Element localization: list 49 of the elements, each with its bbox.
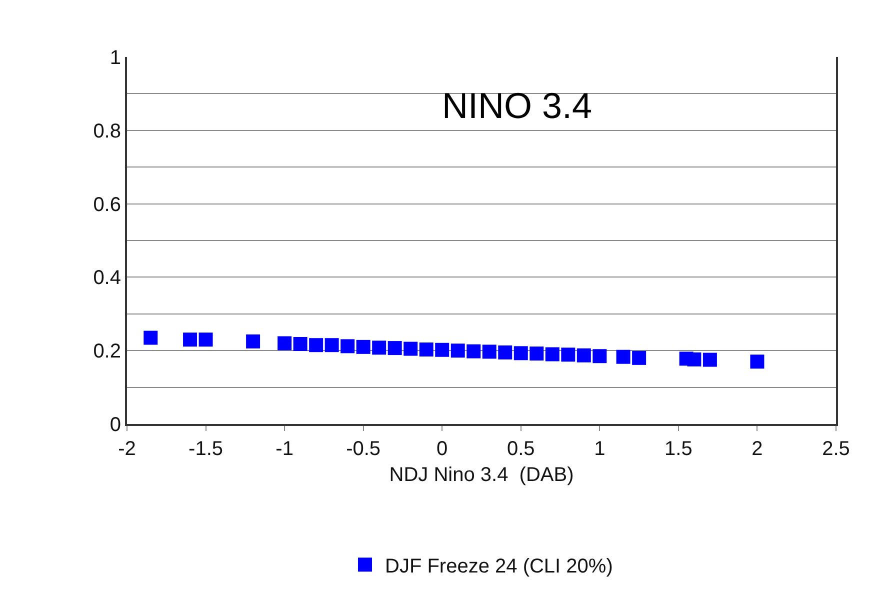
- point: [482, 344, 496, 359]
- y-tick-label: 0.8: [93, 120, 121, 142]
- x-tick-label: -1: [276, 438, 294, 460]
- x-tick-label: 0.5: [506, 438, 535, 460]
- x-tick-label: 1: [594, 438, 606, 460]
- point: [340, 339, 355, 354]
- point: [435, 342, 450, 357]
- y-tick-label: 0.6: [93, 194, 121, 216]
- point: [144, 330, 158, 345]
- point: [419, 342, 434, 356]
- point: [466, 344, 481, 358]
- point: [545, 347, 560, 362]
- x-tick-label: 0: [436, 438, 448, 460]
- y-tick-label: 1: [110, 47, 121, 69]
- point: [530, 346, 544, 361]
- point: [561, 348, 576, 362]
- point: [309, 338, 324, 352]
- point: [278, 336, 292, 350]
- point: [592, 349, 607, 364]
- point: [404, 342, 418, 356]
- point: [450, 344, 465, 358]
- x-tick-label: -2: [118, 438, 136, 460]
- point: [576, 348, 591, 362]
- point: [198, 332, 213, 347]
- point: [293, 336, 308, 351]
- point: [324, 338, 339, 352]
- y-tick-label: 0: [110, 414, 121, 436]
- point: [750, 354, 764, 369]
- point: [702, 352, 717, 367]
- point: [687, 352, 702, 366]
- point: [616, 350, 630, 364]
- point: [356, 340, 370, 354]
- x-axis-title: NDJ Nino 3.4 (DAB): [389, 464, 574, 486]
- point: [388, 341, 402, 356]
- point: [498, 345, 512, 360]
- x-tick-label: 1.5: [664, 438, 692, 460]
- x-tick-label: -1.5: [188, 438, 224, 460]
- x-tick-label: 2.5: [822, 438, 850, 460]
- y-tick-label: 0.4: [93, 267, 121, 290]
- x-tick-label: -0.5: [346, 438, 381, 460]
- point: [183, 332, 198, 347]
- point: [246, 334, 260, 348]
- y-tick-label: 0.2: [93, 340, 121, 363]
- legend-label: DJF Freeze 24 (CLI 20%): [385, 555, 613, 578]
- x-tick-label: 2: [752, 438, 763, 460]
- point: [632, 350, 646, 365]
- annotation: NINO 3.4: [442, 85, 592, 126]
- point: [372, 340, 386, 355]
- point: [514, 346, 528, 360]
